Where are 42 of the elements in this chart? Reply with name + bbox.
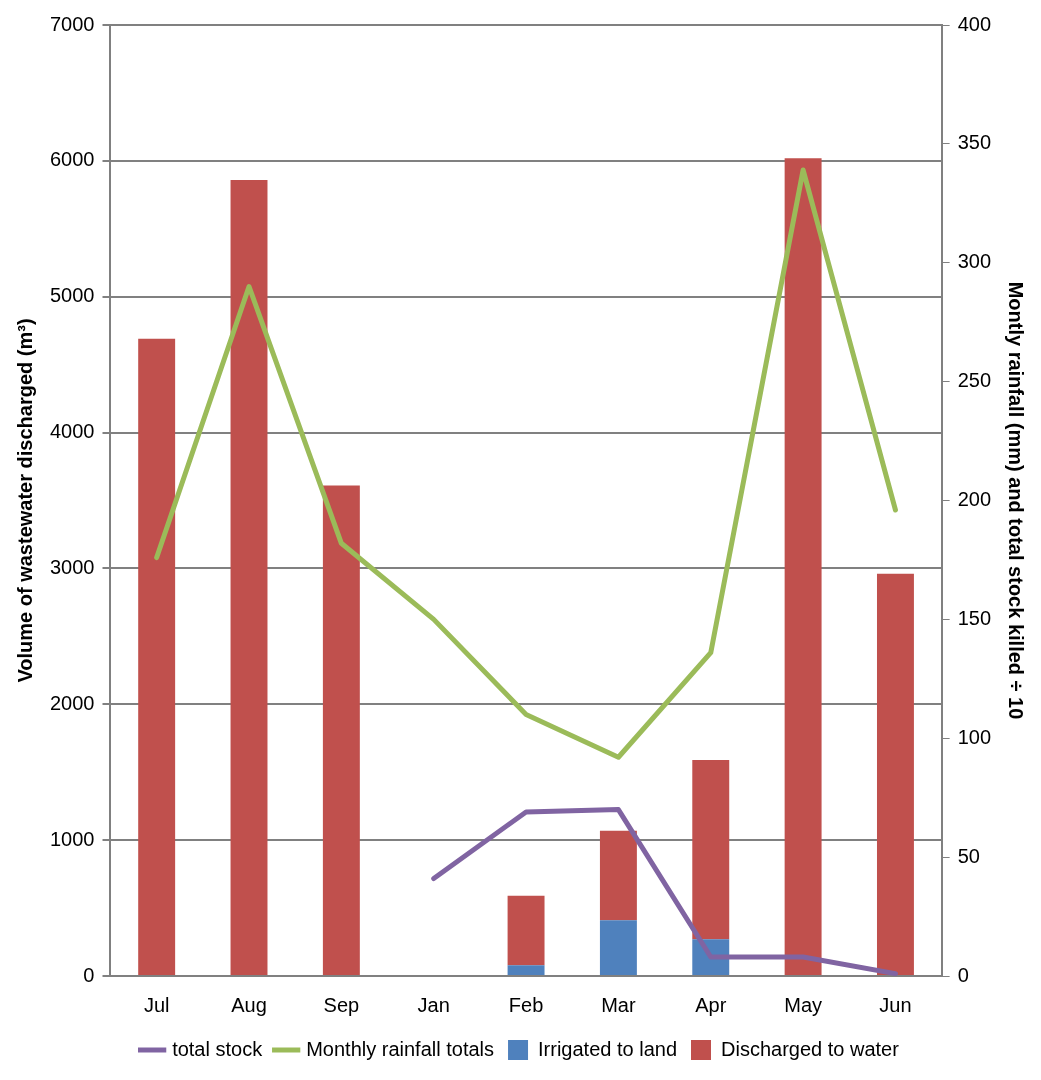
- bar: [138, 338, 176, 975]
- y-axis-title: Volume of wastewater discharged (m³): [13, 318, 36, 683]
- y2-tick-label: 200: [957, 488, 992, 511]
- bar: [507, 895, 545, 966]
- y2-tick-label: 0: [957, 963, 969, 986]
- x-tick-label: Jul: [143, 993, 170, 1016]
- legend-label: total stock: [172, 1037, 264, 1060]
- bar: [599, 830, 637, 921]
- y2-tick-label: 250: [957, 369, 992, 392]
- y-tick-label: 1000: [49, 827, 95, 850]
- y2-tick-label: 50: [957, 844, 980, 867]
- y2-tick-label: 100: [957, 725, 992, 748]
- bar: [322, 485, 360, 975]
- legend-label: Irrigated to land: [538, 1037, 678, 1060]
- y2-tick-label: 150: [957, 606, 992, 629]
- legend-label: Monthly rainfall totals: [306, 1037, 495, 1060]
- y-tick-label: 7000: [49, 12, 95, 35]
- x-tick-label: May: [784, 993, 823, 1016]
- y2-tick-label: 300: [957, 250, 992, 273]
- x-tick-label: Feb: [508, 993, 544, 1016]
- y-tick-label: 6000: [49, 148, 95, 171]
- y-tick-label: 0: [83, 963, 95, 986]
- y2-tick-label: 350: [957, 131, 992, 154]
- x-tick-label: Apr: [695, 993, 727, 1016]
- x-tick-label: Mar: [601, 993, 636, 1016]
- legend-label: Discharged to water: [721, 1037, 900, 1060]
- x-tick-label: Sep: [323, 993, 360, 1016]
- y-tick-label: 4000: [49, 420, 95, 443]
- y2-axis-title: Montly rainfall (mm) and total stock killed ÷ 10: [1005, 281, 1028, 720]
- x-tick-label: Jun: [879, 993, 912, 1016]
- bar: [784, 158, 822, 975]
- y-tick-label: 3000: [49, 555, 95, 578]
- x-tick-label: Jan: [417, 993, 450, 1016]
- bar: [599, 920, 637, 975]
- x-tick-label: Aug: [231, 993, 267, 1016]
- bar: [876, 573, 914, 975]
- bar: [230, 179, 268, 975]
- y-tick-label: 2000: [49, 691, 95, 714]
- y2-tick-label: 400: [957, 12, 992, 35]
- bar: [692, 759, 730, 940]
- bar: [507, 965, 545, 975]
- y-tick-label: 5000: [49, 284, 95, 307]
